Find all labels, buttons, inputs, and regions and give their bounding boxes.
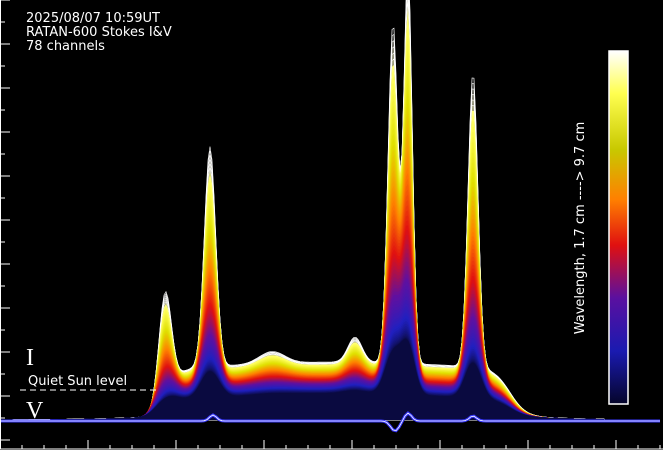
channel-curve [0,205,605,420]
stokes-v: V [26,398,44,424]
quiet-sun-label: Quiet Sun level [28,374,127,389]
date: 2025/08/07 10:59UT [26,11,160,26]
channel-curve [0,338,605,420]
channel-curve [0,1,606,421]
channels: 78 channels [26,39,105,54]
colorbar-label: Wavelength, 1.7 cm ----> 9.7 cm [573,122,588,335]
channel-curve [0,289,605,420]
colorbar [608,50,629,405]
curves [0,0,660,433]
instrument: RATAN-600 Stokes I&V [26,25,172,40]
stokes-i: I [26,345,34,371]
v-trace-core [0,412,660,432]
